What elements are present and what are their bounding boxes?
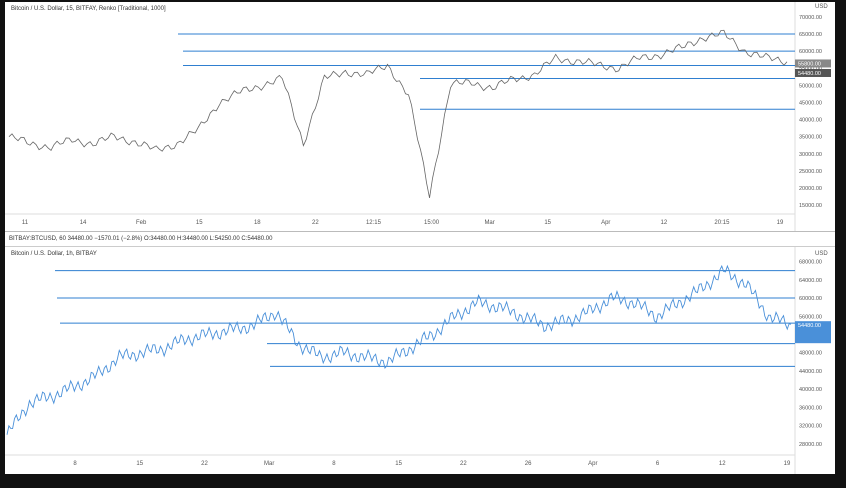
x-tick-label: 22 — [201, 461, 208, 467]
x-tick-label: 12:15 — [366, 220, 382, 226]
y-tick-label: 44000.00 — [799, 369, 822, 375]
price-label-bg — [795, 321, 831, 344]
x-tick-label: 19 — [784, 461, 791, 467]
chart-title: Bitcoin / U.S. Dollar, 1h, BITBAY — [11, 251, 97, 257]
ohlc-bar: BITBAY:BTCUSD, 60 34480.00 −1570.01 (−2.… — [5, 231, 835, 247]
ohlc-readout: BITBAY:BTCUSD, 60 34480.00 −1570.01 (−2.… — [9, 236, 273, 242]
x-tick-label: 6 — [656, 461, 660, 467]
y-tick-label: 15000.00 — [799, 203, 822, 209]
y-tick-label: 25000.00 — [799, 169, 822, 175]
x-tick-label: Mar — [264, 461, 274, 467]
x-tick-label: Feb — [136, 220, 147, 226]
x-tick-label: 12 — [719, 461, 726, 467]
x-tick-label: Mar — [484, 220, 494, 226]
x-tick-label: 26 — [525, 461, 532, 467]
price-label-bg — [795, 59, 831, 68]
price-label: 54480.00 — [798, 71, 821, 77]
y-tick-label: 60000.00 — [799, 49, 822, 55]
y-tick-label: 50000.00 — [799, 83, 822, 89]
y-tick-label: 68000.00 — [799, 260, 822, 266]
y-tick-label: 36000.00 — [799, 405, 822, 411]
x-tick-label: 11 — [22, 220, 29, 226]
hourly-chart-svg[interactable]: 28000.00 32000.00 36000.00 40000.00 44000.00… — [5, 247, 835, 474]
y-tick-label: 45000.00 — [799, 100, 822, 106]
x-tick-label: 8 — [332, 461, 336, 467]
y-tick-label: 32000.00 — [799, 424, 822, 430]
x-tick-label: 19 — [777, 220, 784, 226]
x-tick-label: 18 — [254, 220, 261, 226]
renko-chart-svg[interactable]: 15000.00 20000.00 25000.00 30000.00 35000.00… — [5, 2, 835, 231]
currency-label: USD — [815, 251, 828, 257]
price-series-line — [8, 29, 788, 198]
price-label: 55800.00 — [798, 61, 821, 67]
chart-title: Bitcoin / U.S. Dollar, 15, BITFAY, Renko… — [11, 6, 166, 12]
price-series-line — [6, 264, 792, 435]
y-tick-label: 56000.00 — [799, 314, 822, 320]
y-tick-label: 70000.00 — [799, 15, 822, 21]
y-tick-label: 40000.00 — [799, 387, 822, 393]
x-tick-label: 15 — [136, 461, 143, 467]
x-tick-label: 15:00 — [424, 220, 440, 226]
currency-label: USD — [815, 4, 828, 10]
x-tick-label: 8 — [73, 461, 77, 467]
price-label: 54480.00 — [798, 323, 821, 329]
y-tick-label: 40000.00 — [799, 118, 822, 124]
y-tick-label: 20000.00 — [799, 186, 822, 192]
x-tick-label: Apr — [588, 461, 597, 467]
x-tick-label: 15 — [544, 220, 551, 226]
x-tick-label: 22 — [460, 461, 467, 467]
y-tick-label: 65000.00 — [799, 32, 822, 38]
y-tick-label: 30000.00 — [799, 152, 822, 158]
x-tick-label: 12 — [661, 220, 668, 226]
x-tick-label: 14 — [80, 220, 87, 226]
y-tick-label: 48000.00 — [799, 351, 822, 357]
y-tick-label: 28000.00 — [799, 442, 822, 448]
x-tick-label: 15 — [196, 220, 203, 226]
hourly-chart-panel[interactable]: Bitcoin / U.S. Dollar, 1h, BITBAY 28000.… — [5, 247, 835, 474]
y-tick-label: 35000.00 — [799, 135, 822, 141]
x-tick-label: 15 — [395, 461, 402, 467]
renko-chart-panel[interactable]: Bitcoin / U.S. Dollar, 15, BITFAY, Renko… — [5, 2, 835, 231]
y-tick-label: 60000.00 — [799, 296, 822, 302]
x-tick-label: 20:15 — [714, 220, 730, 226]
x-tick-label: Apr — [601, 220, 610, 226]
price-label-bg — [795, 68, 831, 77]
y-tick-label: 64000.00 — [799, 278, 822, 284]
x-tick-label: 22 — [312, 220, 319, 226]
